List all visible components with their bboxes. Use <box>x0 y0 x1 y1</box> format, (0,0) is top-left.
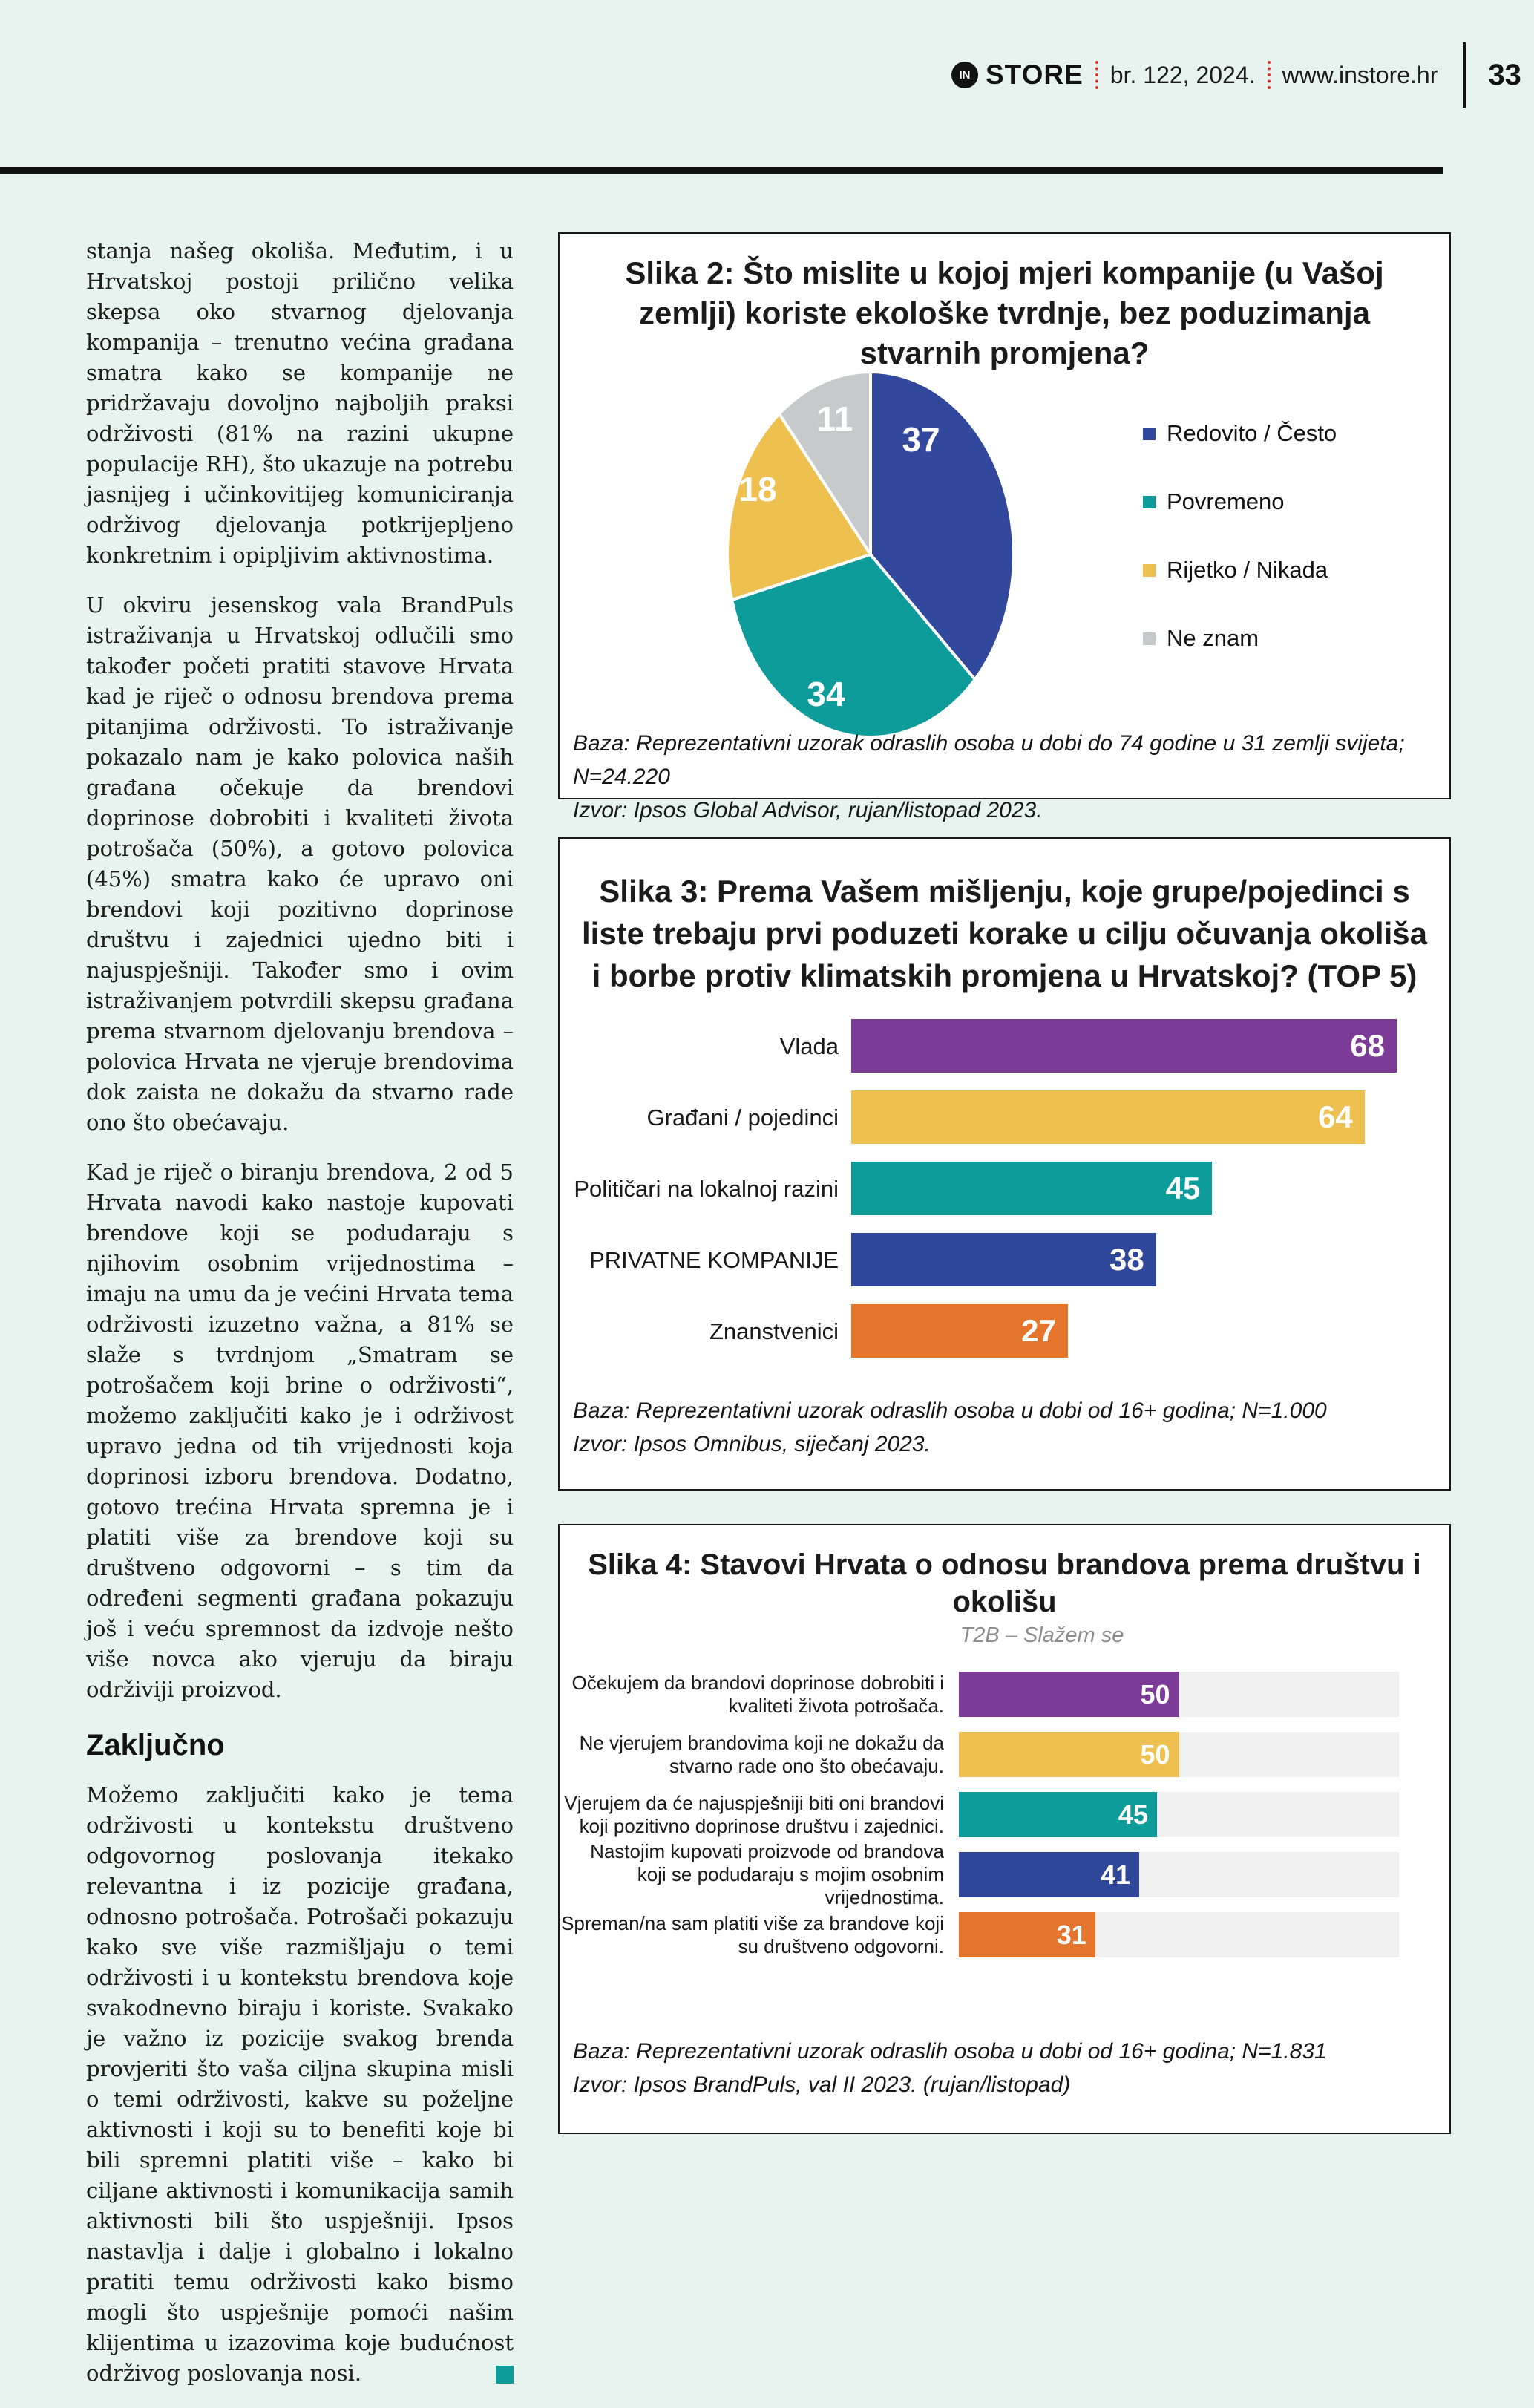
legend-swatch <box>1143 427 1156 440</box>
header-vertical-rule <box>1463 42 1466 108</box>
bar-row: Spreman/na sam platiti više za brandove … <box>560 1912 1449 1957</box>
bar-znanstvenici: 27 <box>851 1304 1068 1358</box>
article-paragraph: stanja našeg okoliša. Međutim, i u Hrvat… <box>86 238 514 568</box>
pie-slice <box>869 370 1015 682</box>
bar-row: Građani / pojedinci 64 <box>560 1090 1449 1144</box>
bar-ocekujem: 50 <box>959 1672 1179 1717</box>
page-header: IN STORE br. 122, 2024. www.instore.hr 3… <box>951 42 1521 108</box>
instore-logo-icon: IN <box>951 62 978 88</box>
bar-row: Znanstvenici 27 <box>560 1304 1449 1358</box>
bar-row: Vjerujem da će najuspješniji biti oni br… <box>560 1792 1449 1837</box>
figure-4-title: Slika 4: Stavovi Hrvata o odnosu brandov… <box>588 1548 1421 1618</box>
bar-politicari: 45 <box>851 1162 1213 1215</box>
red-dotted-divider <box>1267 61 1271 89</box>
bar-row: Nastojim kupovati proizvode od brandova … <box>560 1840 1449 1908</box>
legend-item: Povremeno <box>1143 479 1337 525</box>
end-of-article-marker <box>496 2366 514 2384</box>
pie-slice <box>730 552 977 739</box>
pie-slice <box>726 411 873 602</box>
article-column: stanja našeg okoliša. Međutim, i u Hrvat… <box>86 236 514 2408</box>
legend-swatch <box>1143 563 1156 577</box>
pie-slice-value: 34 <box>807 675 845 713</box>
article-paragraph-closing: Možemo zaključiti kako je tema održivost… <box>86 1782 514 2386</box>
legend-swatch <box>1143 495 1156 508</box>
legend-swatch <box>1143 632 1156 645</box>
section-heading: Zaključno <box>86 1729 225 1761</box>
bar-ne-vjerujem: 50 <box>959 1732 1179 1777</box>
article-paragraph: U okviru jesenskog vala BrandPuls istraž… <box>86 592 514 1135</box>
legend-item: Rijetko / Nikada <box>1143 547 1337 593</box>
legend-item: Ne znam <box>1143 615 1337 661</box>
figure-4-source-note: Baza: Reprezentativni uzorak odraslih os… <box>573 2039 1327 2097</box>
bar-row: PRIVATNE KOMPANIJE 38 <box>560 1233 1449 1286</box>
figure-2-source-note: Baza: Reprezentativni uzorak odraslih os… <box>573 731 1405 822</box>
pie-slice-value: 37 <box>902 420 940 459</box>
figure-2-title: Slika 2: Što mislite u kojoj mjeri kompa… <box>625 255 1384 370</box>
bar-chart: Vlada 68 Građani / pojedinci 64 Političa… <box>560 1019 1449 1375</box>
figure-4-legend-label: T2B – Slažem se <box>960 1623 1124 1647</box>
article-paragraph: Kad je riječ o biranju brendova, 2 od 5 … <box>86 1159 514 1702</box>
pie-slice <box>777 370 872 560</box>
bar-row: Očekujem da brandovi doprinose dobrobiti… <box>560 1672 1449 1717</box>
pie-chart: 37 34 18 11 <box>726 370 1015 739</box>
bar-spreman: 31 <box>959 1912 1095 1957</box>
header-horizontal-rule <box>0 167 1443 174</box>
bar-vlada: 68 <box>851 1019 1397 1073</box>
figure-3-title: Slika 3: Prema Vašem mišljenju, koje gru… <box>582 874 1427 993</box>
figure-2-box: Slika 2: Što mislite u kojoj mjeri kompa… <box>558 232 1451 822</box>
bar-row: Vlada 68 <box>560 1019 1449 1073</box>
bar-row: Političari na lokalnoj razini 45 <box>560 1162 1449 1215</box>
magazine-logo: STORE <box>986 59 1084 90</box>
legend-item: Redovito / Često <box>1143 410 1337 457</box>
page-number: 33 <box>1488 58 1521 91</box>
website-link[interactable]: www.instore.hr <box>1282 61 1438 88</box>
red-dotted-divider <box>1095 61 1098 89</box>
bar-chart: Očekujem da brandovi doprinose dobrobiti… <box>560 1672 1449 1972</box>
bar-nastojim: 41 <box>959 1852 1140 1897</box>
pie-slice-value: 18 <box>738 470 776 508</box>
figure-4-box: Slika 4: Stavovi Hrvata o odnosu brandov… <box>558 1524 1451 2134</box>
pie-slice-value: 11 <box>817 399 853 438</box>
figure-3-source-note: Baza: Reprezentativni uzorak odraslih os… <box>573 1398 1327 1456</box>
bar-kompanije: 38 <box>851 1233 1156 1286</box>
pie-legend: Redovito / Često Povremeno Rijetko / Nik… <box>1143 410 1337 684</box>
figure-3-box: Slika 3: Prema Vašem mišljenju, koje gru… <box>558 837 1451 1491</box>
bar-row: Ne vjerujem brandovima koji ne dokažu da… <box>560 1732 1449 1777</box>
bar-vjerujem: 45 <box>959 1792 1157 1837</box>
issue-number: br. 122, 2024. <box>1109 61 1256 88</box>
bar-gradjani: 64 <box>851 1090 1365 1144</box>
